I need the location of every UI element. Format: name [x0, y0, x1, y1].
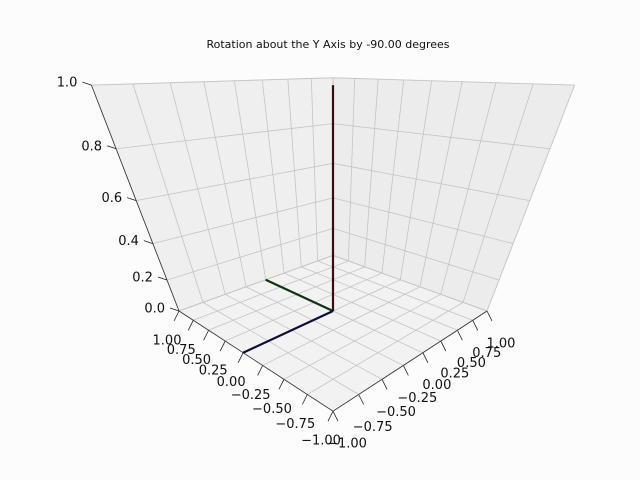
tick-mark	[358, 394, 365, 405]
z-tick-label: 0.6	[102, 191, 123, 206]
tick-mark	[402, 365, 409, 376]
tick-mark	[278, 379, 285, 390]
grid-line	[178, 255, 334, 312]
line-series	[242, 310, 334, 354]
x-tick-label: −1.00	[327, 437, 367, 452]
x-axis-line	[332, 310, 488, 412]
grid-line	[203, 81, 247, 287]
grid-line	[332, 228, 500, 281]
grid-line	[283, 293, 441, 380]
x-tick-label: 0.00	[422, 378, 451, 393]
y-tick-label: 0.75	[167, 343, 196, 358]
tick-mark	[301, 394, 308, 405]
z-tick-label: 0.2	[132, 270, 153, 285]
grid-line	[419, 81, 463, 287]
tick-mark	[106, 145, 117, 150]
tick-mark	[173, 310, 180, 322]
z-axis-line	[91, 85, 180, 312]
x-tick-label: −0.50	[376, 405, 416, 420]
grid-line	[364, 79, 379, 267]
grid-line	[261, 79, 285, 274]
grid-line	[283, 272, 441, 342]
grid-line	[310, 78, 319, 261]
grid-line	[262, 286, 421, 366]
grid-line	[332, 255, 488, 312]
chart-title: Rotation about the Y Axis by -90.00 degr…	[206, 38, 449, 51]
grid-line	[332, 77, 575, 86]
grid-line	[307, 302, 464, 395]
grid-line	[166, 228, 334, 281]
grid-line	[347, 78, 356, 261]
z-tick-label: 0.8	[81, 139, 102, 154]
grid-line	[332, 197, 514, 245]
y-tick-label: 1.00	[153, 334, 182, 349]
y-tick-label: −0.25	[231, 388, 271, 403]
y-tick-label: −0.50	[252, 402, 292, 417]
grid-line	[381, 79, 405, 274]
y-tick-label: −0.75	[275, 417, 315, 432]
grid-line	[287, 79, 302, 267]
tick-mark	[257, 365, 264, 376]
x-tick-label: 1.00	[487, 337, 516, 352]
tick-mark	[169, 307, 180, 312]
grid-line	[332, 162, 530, 202]
grid-line	[225, 293, 383, 380]
grid-line	[91, 77, 334, 86]
tick-mark	[422, 352, 429, 363]
x-tick-label: 0.75	[472, 346, 501, 361]
tick-mark	[82, 81, 92, 86]
grid-line	[136, 162, 334, 202]
tick-mark	[237, 352, 244, 363]
tick-mark	[472, 320, 479, 331]
tick-mark	[486, 310, 493, 322]
grid-line	[486, 85, 575, 312]
grid-line	[399, 80, 433, 280]
tick-mark	[157, 276, 168, 281]
tick-mark	[457, 330, 463, 341]
y-tick-label: −1.00	[301, 434, 341, 449]
grid-line	[332, 123, 550, 150]
z-tick-label: 1.0	[57, 76, 78, 91]
grid-line	[233, 80, 267, 280]
y-tick-label: 0.50	[182, 353, 211, 368]
z-tick-label: 0.4	[118, 234, 139, 249]
line-series	[265, 278, 334, 312]
y-tick-label: 0.00	[217, 375, 246, 390]
grid-line	[317, 260, 473, 321]
grid-line	[440, 82, 497, 295]
grid-line	[225, 272, 383, 342]
grid-line	[132, 83, 204, 303]
z-tick-label: 0.0	[144, 302, 165, 317]
x-tick-label: 0.25	[440, 367, 469, 382]
tick-mark	[203, 330, 209, 341]
grid-line	[169, 82, 226, 295]
tick-mark	[332, 411, 339, 422]
tick-mark	[219, 340, 226, 352]
x-tick-label: 0.50	[457, 356, 486, 371]
y-tick-label: 0.25	[199, 364, 228, 379]
x-tick-label: −0.75	[353, 420, 393, 435]
grid-line	[193, 260, 349, 321]
y-axis-line	[178, 310, 334, 412]
grid-line	[301, 266, 458, 331]
tick-mark	[143, 240, 154, 245]
tick-mark	[440, 340, 447, 352]
x-tick-label: −0.25	[397, 391, 437, 406]
grid-line	[152, 197, 334, 245]
grid-line	[208, 266, 365, 331]
tick-mark	[127, 197, 137, 201]
tick-mark	[381, 379, 388, 390]
tick-mark	[187, 320, 194, 331]
tick-mark	[327, 411, 334, 422]
grid-line	[116, 123, 334, 150]
grid-line	[245, 286, 404, 366]
grid-line	[462, 83, 534, 303]
